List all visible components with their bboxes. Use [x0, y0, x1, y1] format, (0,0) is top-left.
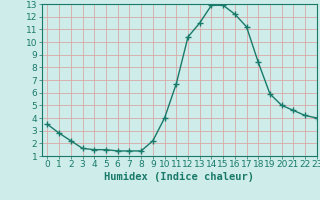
- X-axis label: Humidex (Indice chaleur): Humidex (Indice chaleur): [104, 172, 254, 182]
